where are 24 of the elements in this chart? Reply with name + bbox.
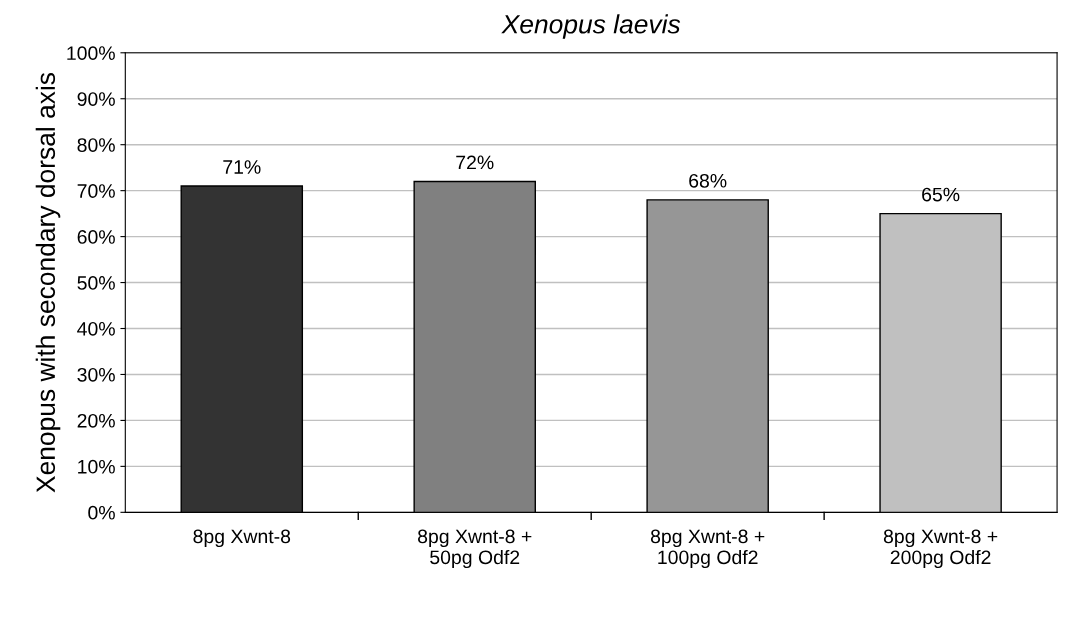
x-tick-label: 8pg Xwnt-8 + 50pg Odf2 — [418, 529, 532, 569]
bar — [413, 180, 536, 513]
x-tick-label: 8pg Xwnt-8 + 100pg Odf2 — [650, 529, 765, 569]
y-tick-label: 60% — [77, 230, 115, 244]
x-tick-label: 8pg Xwnt-8 — [193, 529, 291, 548]
bar — [646, 199, 769, 513]
y-tick-label: 20% — [77, 413, 115, 428]
x-tick-label: 8pg Xwnt-8 + 200pg Odf2 — [883, 529, 998, 569]
y-tick-label: 40% — [77, 321, 115, 336]
y-tick-label: 80% — [77, 138, 115, 152]
data-label: 72% — [456, 155, 494, 170]
y-axis-title: Xenopus with secondary dorsal axis — [35, 73, 61, 493]
chart-title: Xenopus laevis — [501, 14, 681, 39]
y-tick-label: 90% — [77, 92, 115, 106]
data-label: 68% — [689, 173, 727, 188]
y-tick-label: 30% — [77, 367, 115, 382]
data-label: 71% — [223, 160, 261, 174]
y-tick-label: 100% — [67, 46, 115, 61]
y-tick-label: 50% — [77, 276, 115, 290]
y-tick-label: 10% — [78, 459, 115, 474]
y-tick-label: 0% — [88, 505, 115, 520]
data-label: 65% — [922, 187, 960, 202]
bar — [180, 185, 304, 513]
y-tick-label: 70% — [77, 184, 115, 198]
